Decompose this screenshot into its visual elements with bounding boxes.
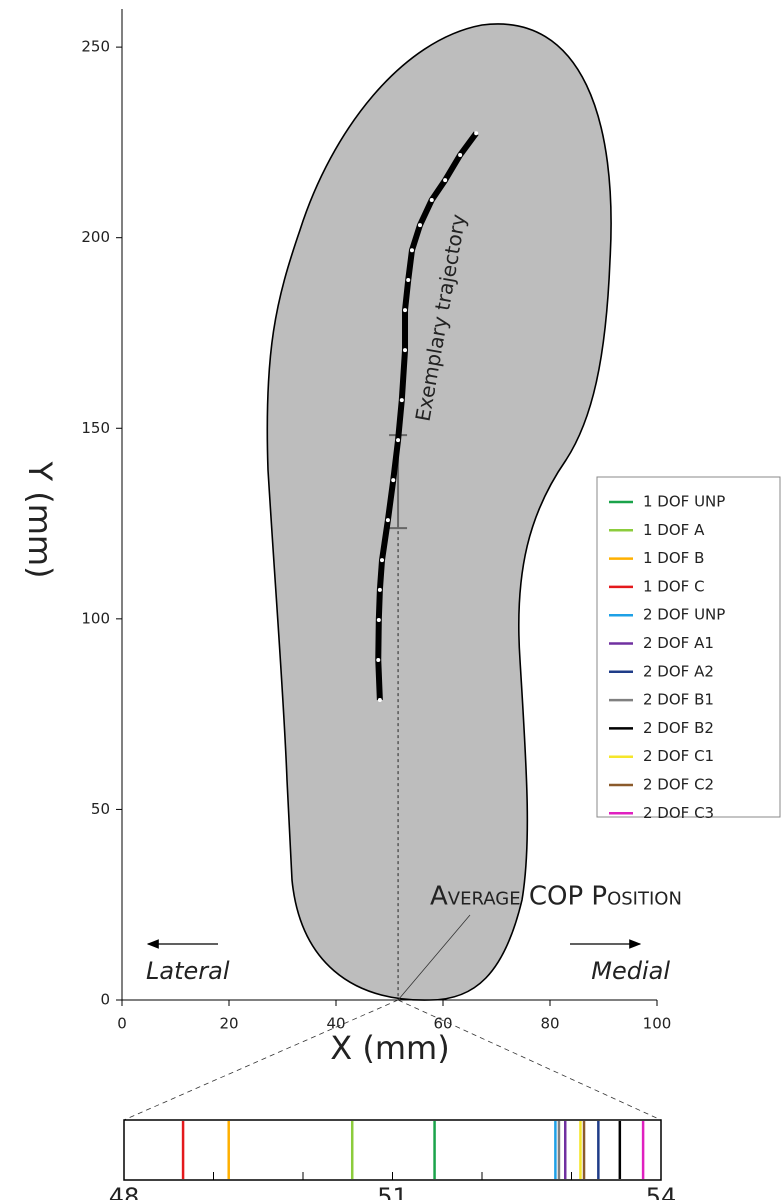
trajectory-point xyxy=(376,617,381,622)
y-tick-label: 100 xyxy=(81,609,110,627)
y-tick-label: 250 xyxy=(81,38,110,56)
legend-label: 1 DOF UNP xyxy=(643,493,725,511)
legend-label: 2 DOF C1 xyxy=(643,747,714,765)
inset-frame xyxy=(123,1119,662,1181)
trajectory-point xyxy=(399,398,404,403)
x-tick-label: 100 xyxy=(643,1015,672,1033)
zoom-line xyxy=(123,999,399,1121)
x-tick-label: 80 xyxy=(540,1015,559,1033)
zoom-line xyxy=(397,999,662,1121)
trajectory-point xyxy=(377,587,382,592)
trajectory-point xyxy=(406,278,411,283)
x-axis-label: X (mm) xyxy=(330,1029,449,1067)
trajectory-point xyxy=(403,348,408,353)
legend-label: 2 DOF B2 xyxy=(643,719,714,737)
legend: 1 DOF UNP 1 DOF A 1 DOF B 1 DOF C 2 DOF UNP 2… xyxy=(596,476,781,822)
trajectory xyxy=(375,131,479,701)
legend-label: 1 DOF A xyxy=(643,521,705,539)
trajectory-point xyxy=(377,698,382,703)
y-tick-label: 0 xyxy=(100,991,110,1009)
y-tick-label: 50 xyxy=(91,800,110,818)
y-tick-label: 200 xyxy=(81,228,110,246)
trajectory-point xyxy=(429,197,434,202)
legend-label: 1 DOF C xyxy=(643,577,705,595)
annotation: Medial xyxy=(591,957,670,985)
trajectory-point xyxy=(376,658,381,663)
x-tick-label: 60 xyxy=(433,1015,452,1033)
x-tick-label: 40 xyxy=(326,1015,345,1033)
trajectory-point xyxy=(391,478,396,483)
y-tick-label: 150 xyxy=(81,419,110,437)
inset: 48 51 54 xyxy=(109,999,677,1200)
trajectory-point xyxy=(474,131,479,136)
x-tick-label: 20 xyxy=(219,1015,238,1033)
trajectory-point xyxy=(458,152,463,157)
legend-label: 1 DOF B xyxy=(643,549,704,567)
x-tick-label: 54 xyxy=(646,1183,677,1200)
legend-label: 2 DOF B1 xyxy=(643,691,714,709)
y-axis-label: Y (mm) xyxy=(21,460,59,578)
legend-label: 2 DOF C2 xyxy=(643,776,714,794)
trajectory-point xyxy=(385,518,390,523)
legend-label: 2 DOF C3 xyxy=(643,804,714,822)
trajectory-point xyxy=(396,438,401,443)
trajectory-point xyxy=(403,308,408,313)
trajectory-point xyxy=(380,558,385,563)
x-tick-label: 48 xyxy=(109,1183,140,1200)
main-plot: 0 50 100 150 200 250 0 20 40 60 80 100 Average COP P… xyxy=(81,9,682,1033)
trajectory-point xyxy=(417,223,422,228)
legend-label: 2 DOF A2 xyxy=(643,662,714,680)
cop-label: Average COP Position xyxy=(430,882,682,912)
annotation: Lateral xyxy=(146,957,230,985)
trajectory-point xyxy=(443,178,448,183)
foot-outline xyxy=(266,23,612,1001)
cop-leader xyxy=(397,914,471,1001)
legend-label: 2 DOF UNP xyxy=(643,606,725,624)
x-tick-label: 0 xyxy=(117,1015,127,1033)
x-tick-label: 51 xyxy=(377,1183,408,1200)
trajectory-point xyxy=(409,248,414,253)
legend-frame xyxy=(596,476,781,818)
legend-label: 2 DOF A1 xyxy=(643,634,714,652)
